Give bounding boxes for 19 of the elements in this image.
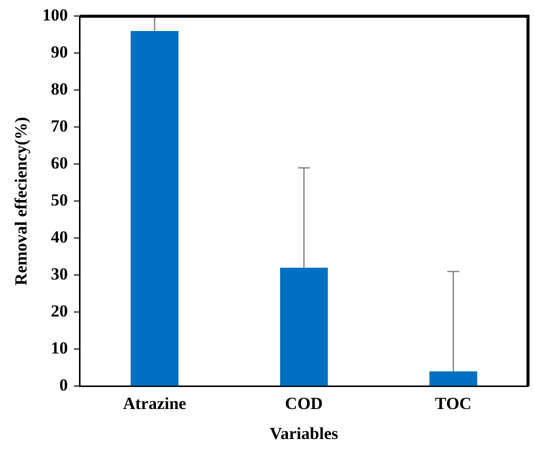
- y-axis-title: Removal effeciency(%): [12, 116, 31, 286]
- y-tick-label: 50: [50, 190, 68, 210]
- y-tick-label: 40: [50, 228, 68, 247]
- x-tick-label: Atrazine: [122, 394, 187, 413]
- bar: [429, 371, 478, 386]
- x-axis-title: Variables: [270, 424, 338, 444]
- y-tick-label: 80: [50, 80, 68, 99]
- bar: [280, 268, 328, 386]
- x-tick-label: TOC: [435, 394, 472, 413]
- y-tick-label: 100: [42, 6, 68, 25]
- y-tick-label: 70: [50, 116, 68, 136]
- y-tick-label: 10: [50, 338, 68, 358]
- bar: [130, 31, 178, 386]
- y-tick-label: 0: [59, 376, 68, 395]
- x-tick-label: COD: [285, 394, 323, 413]
- y-tick-label: 90: [50, 42, 68, 62]
- y-tick-label: 30: [50, 264, 68, 284]
- y-tick-label: 20: [50, 302, 68, 321]
- y-tick-label: 60: [50, 154, 68, 173]
